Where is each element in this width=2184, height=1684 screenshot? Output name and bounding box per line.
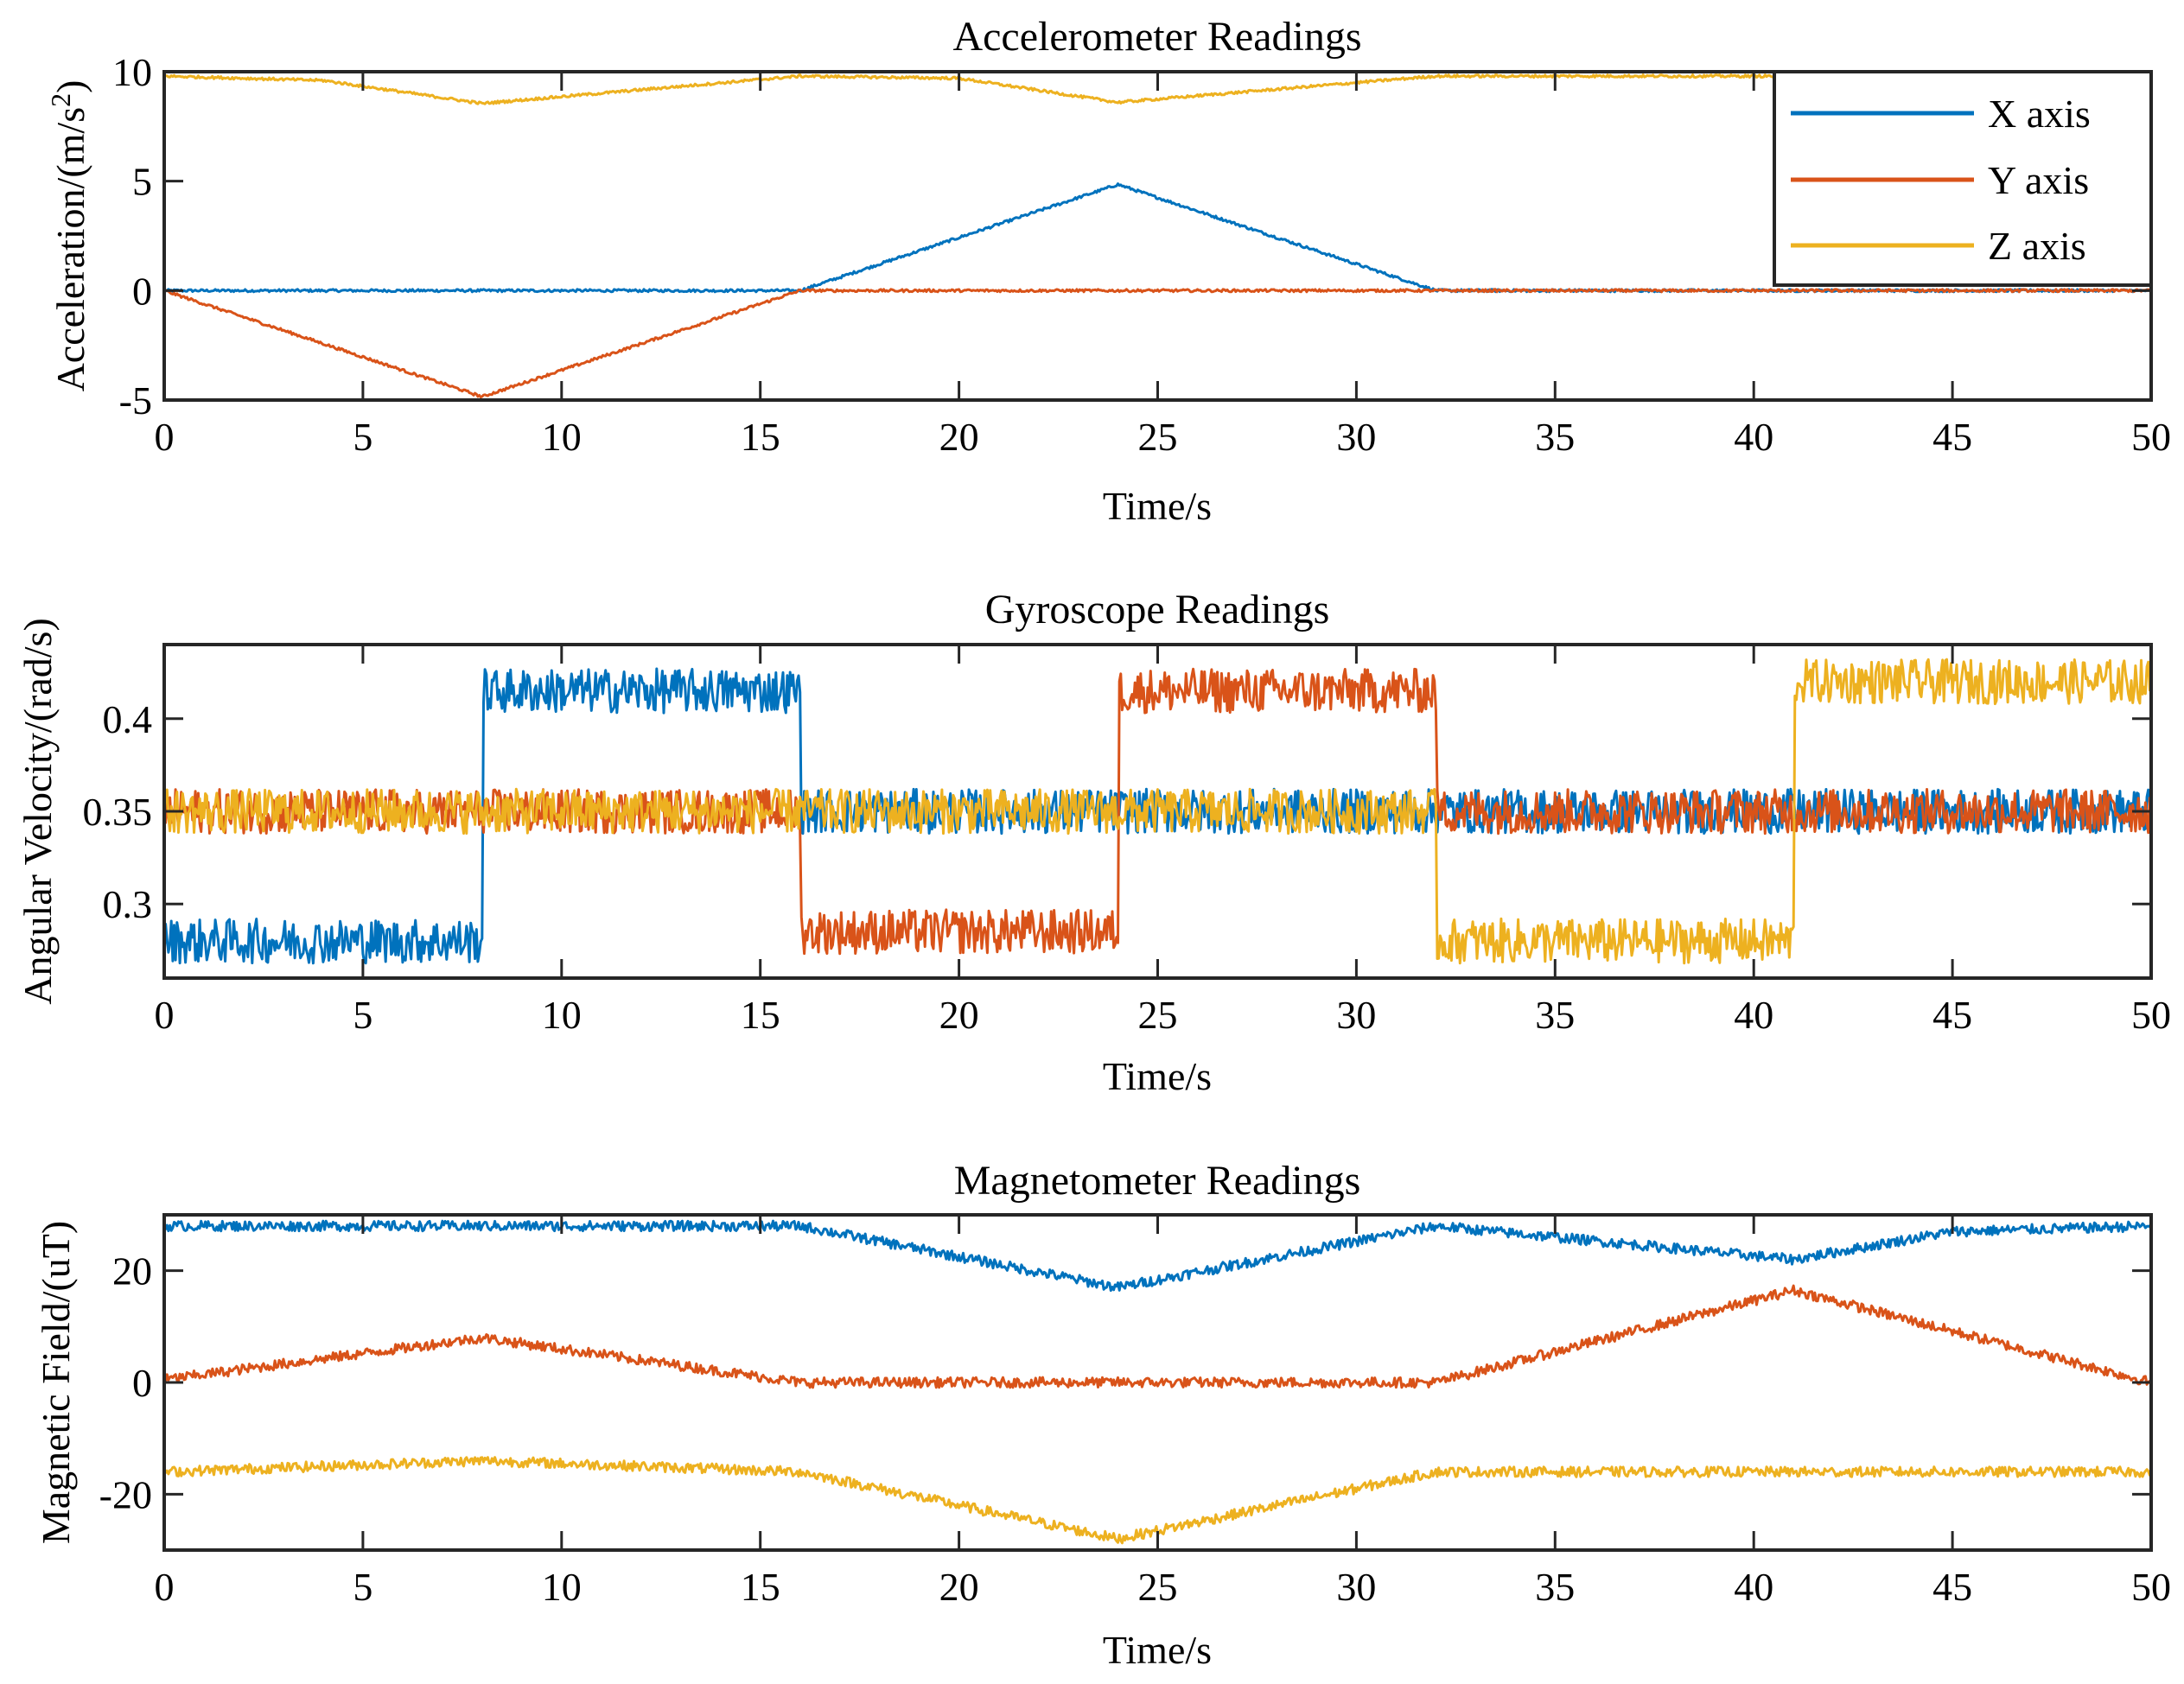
accelerometer-xtick-label: 5 (353, 415, 372, 459)
accelerometer-ytick-label: -5 (119, 378, 152, 423)
accelerometer-xtick-label: 30 (1336, 415, 1376, 459)
accelerometer-xtick-label: 45 (1932, 415, 1972, 459)
accelerometer-panel: Accelerometer Readings 0 5 10 15 20 25 30 35 40 4… (45, 14, 2171, 528)
magnetometer-series-y-axis (164, 1284, 2151, 1389)
accelerometer-xtick-label: 0 (155, 415, 175, 459)
magnetometer-series-x-axis (164, 1219, 2151, 1293)
gyroscope-xtick-label: 10 (542, 993, 582, 1037)
accelerometer-xtick-label: 15 (741, 415, 780, 459)
gyroscope-ytick-label: 0.3 (103, 882, 153, 926)
gyroscope-xtick-label: 50 (2131, 993, 2171, 1037)
accelerometer-title: Accelerometer Readings (952, 14, 1361, 60)
gyroscope-ytick-label: 0.4 (103, 697, 153, 741)
gyroscope-xtick-label: 5 (353, 993, 372, 1037)
legend-label-z: Z axis (1988, 224, 2086, 268)
magnetometer-ytick-label: -20 (99, 1472, 152, 1516)
accelerometer-ylabel-superscript: 2 (45, 93, 76, 107)
accelerometer-xtick-label: 50 (2131, 415, 2171, 459)
gyroscope-title: Gyroscope Readings (985, 587, 1330, 632)
gyroscope-ylabel: Angular Velocity/(rad/s) (16, 618, 60, 1005)
accelerometer-ytick-label: 0 (132, 269, 152, 313)
gyroscope-panel: Gyroscope Readings 0 5 10 15 20 25 30 35 40 45 500… (16, 587, 2171, 1098)
accelerometer-xtick-label: 20 (939, 415, 979, 459)
magnetometer-xtick-label: 50 (2131, 1565, 2171, 1609)
legend-label-y: Y axis (1988, 158, 2089, 202)
gyroscope-xtick-label: 0 (155, 993, 175, 1037)
accelerometer-xlabel: Time/s (1103, 484, 1212, 528)
gyroscope-xtick-label: 40 (1734, 993, 1773, 1037)
magnetometer-xtick-label: 30 (1336, 1565, 1376, 1609)
accelerometer-xtick-label: 25 (1138, 415, 1178, 459)
gyroscope-series (164, 658, 2151, 965)
accelerometer-ylabel-tail: ) (48, 80, 92, 93)
gyroscope-series-z-axis (164, 658, 2151, 965)
accelerometer-ylabel: Acceleration/(m/s2) (45, 80, 92, 392)
accelerometer-ylabel-main: Acceleration/(m/s (48, 107, 92, 392)
magnetometer-xlabel: Time/s (1103, 1628, 1212, 1672)
accelerometer-ytick-label: 10 (112, 50, 152, 94)
gyroscope-xtick-label: 25 (1138, 993, 1178, 1037)
gyroscope-xtick-label: 35 (1535, 993, 1575, 1037)
magnetometer-ytick-label: 0 (132, 1361, 152, 1405)
magnetometer-xtick-label: 25 (1138, 1565, 1178, 1609)
magnetometer-xtick-label: 45 (1932, 1565, 1972, 1609)
magnetometer-ylabel: Magnetic Field/(uT) (34, 1221, 78, 1544)
magnetometer-xtick-label: 35 (1535, 1565, 1575, 1609)
magnetometer-xtick-label: 5 (353, 1565, 372, 1609)
legend-label-x: X axis (1988, 92, 2091, 136)
magnetometer-xtick-label: 40 (1734, 1565, 1773, 1609)
magnetometer-title: Magnetometer Readings (954, 1158, 1361, 1204)
accelerometer-xtick-label: 35 (1535, 415, 1575, 459)
magnetometer-panel: Magnetometer Readings 0 5 10 15 20 25 30 35 40 45… (34, 1158, 2171, 1672)
gyroscope-xtick-label: 45 (1932, 993, 1972, 1037)
accelerometer-legend: X axis Y axis Z axis (1773, 70, 2153, 287)
magnetometer-xtick-label: 10 (542, 1565, 582, 1609)
accelerometer-series-y-axis (164, 288, 2151, 399)
gyroscope-xtick-label: 20 (939, 993, 979, 1037)
accelerometer-xtick-label: 10 (542, 415, 582, 459)
accelerometer-ytick-label: 5 (132, 160, 152, 204)
magnetometer-xtick-label: 20 (939, 1565, 979, 1609)
magnetometer-xtick-label: 15 (741, 1565, 780, 1609)
magnetometer-xtick-label: 0 (155, 1565, 175, 1609)
gyroscope-ticks: 0 5 10 15 20 25 30 35 40 45 50 0.3 0.35 0.4 (83, 645, 2171, 1037)
gyroscope-xtick-label: 30 (1336, 993, 1376, 1037)
accelerometer-xtick-label: 40 (1734, 415, 1773, 459)
magnetometer-ytick-label: 20 (112, 1249, 152, 1293)
gyroscope-ytick-label: 0.35 (83, 790, 153, 834)
magnetometer-ticks: 0 5 10 15 20 25 30 35 40 45 50 -20 0 20 (99, 1215, 2171, 1609)
gyroscope-series-y-axis (164, 667, 2151, 956)
gyroscope-xlabel: Time/s (1103, 1054, 1212, 1098)
gyroscope-xtick-label: 15 (741, 993, 780, 1037)
